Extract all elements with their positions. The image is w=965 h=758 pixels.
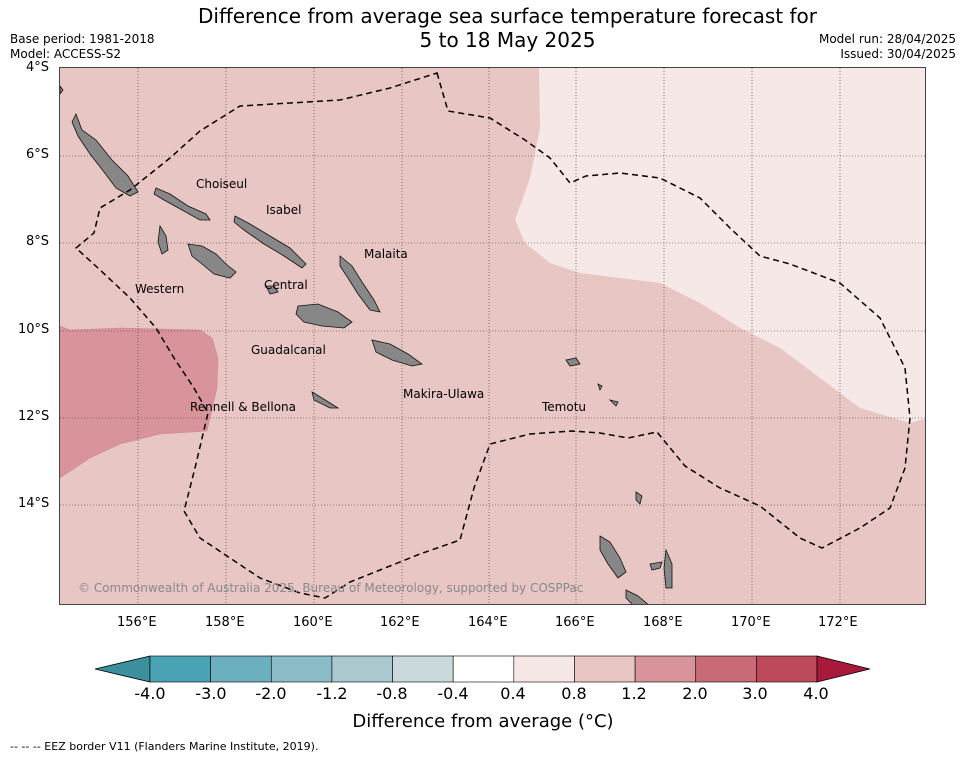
colorbar-segment	[210, 655, 272, 683]
colorbar-tick-label: -3.0	[195, 684, 227, 703]
colorbar-segment	[149, 655, 211, 683]
lat-label-14s: 14°S	[18, 496, 50, 511]
model-run: Model run: 28/04/2025	[818, 32, 956, 46]
band-0-4-0-8	[515, 68, 925, 423]
lon-label-170e: 170°E	[731, 615, 771, 630]
colorbar-tick-label: -4.0	[134, 684, 166, 703]
place-label-central: Central	[264, 278, 308, 292]
colorbar-over-arrow	[816, 655, 870, 683]
base-period: Base period: 1981-2018	[10, 32, 155, 46]
lon-label-172e: 172°E	[818, 615, 858, 630]
colorbar-segment	[574, 655, 636, 683]
colorbar	[95, 655, 870, 683]
lat-label-6s: 6°S	[26, 147, 50, 162]
colorbar-segment	[634, 655, 697, 683]
issued-date: Issued: 30/04/2025	[840, 47, 956, 61]
colorbar-tick-label: -0.8	[376, 684, 408, 703]
colorbar-tick-label: 0.8	[561, 684, 587, 703]
colorbar-title: Difference from average (°C)	[352, 711, 614, 732]
eez-border	[74, 72, 911, 599]
place-label-isabel: Isabel	[266, 203, 302, 217]
lat-label-8s: 8°S	[26, 234, 50, 249]
colorbar-segment	[331, 655, 393, 683]
colorbar-segment	[452, 655, 515, 683]
colorbar-tick-label: 3.0	[742, 684, 768, 703]
sst-anomaly-map	[60, 68, 925, 604]
colorbar-segment	[392, 655, 454, 683]
colorbar-tick-label: 0.4	[500, 684, 526, 703]
model-name: Model: ACCESS-S2	[10, 47, 122, 61]
title-line-1: Difference from average sea surface temp…	[197, 4, 817, 28]
colorbar-tick-label: 4.0	[803, 684, 829, 703]
place-label-choiseul: Choiseul	[196, 177, 248, 191]
eez-legend: -- -- -- EEZ border V11 (Flanders Marine…	[10, 740, 319, 753]
colorbar-segment	[695, 655, 757, 683]
lon-label-164e: 164°E	[468, 615, 508, 630]
colorbar-segment	[270, 655, 333, 683]
lon-label-166e: 166°E	[555, 615, 595, 630]
lon-label-160e: 160°E	[293, 615, 333, 630]
lat-label-12s: 12°S	[18, 409, 50, 424]
lon-label-162e: 162°E	[380, 615, 420, 630]
lat-label-10s: 10°S	[18, 322, 50, 337]
place-label-temotu: Temotu	[542, 400, 587, 414]
colorbar-under-arrow	[95, 655, 151, 683]
colorbar-tick-label: 2.0	[682, 684, 708, 703]
islands	[60, 85, 673, 604]
colorbar-tick-label: -1.2	[316, 684, 348, 703]
colorbar-tick-label: -0.4	[437, 684, 469, 703]
graticule	[60, 68, 925, 604]
colorbar-segment	[756, 655, 818, 683]
place-label-malaita: Malaita	[364, 247, 408, 261]
colorbar-tick-label: 1.2	[621, 684, 647, 703]
lon-label-168e: 168°E	[643, 615, 683, 630]
colorbar-segment	[513, 655, 575, 683]
map-area	[59, 67, 926, 605]
lon-label-156e: 156°E	[117, 615, 157, 630]
copyright-notice: © Commonwealth of Australia 2025, Bureau…	[78, 581, 584, 595]
lat-label-4s: 4°S	[26, 60, 50, 75]
place-label-rennell-bellona: Rennell & Bellona	[190, 400, 297, 414]
colorbar-tick-label: -2.0	[255, 684, 287, 703]
lon-label-158e: 158°E	[205, 615, 245, 630]
title-line-2: 5 to 18 May 2025	[419, 28, 596, 52]
place-label-guadalcanal: Guadalcanal	[251, 343, 326, 357]
place-label-makira-ulawa: Makira-Ulawa	[403, 387, 485, 401]
place-label-western: Western	[135, 282, 185, 296]
